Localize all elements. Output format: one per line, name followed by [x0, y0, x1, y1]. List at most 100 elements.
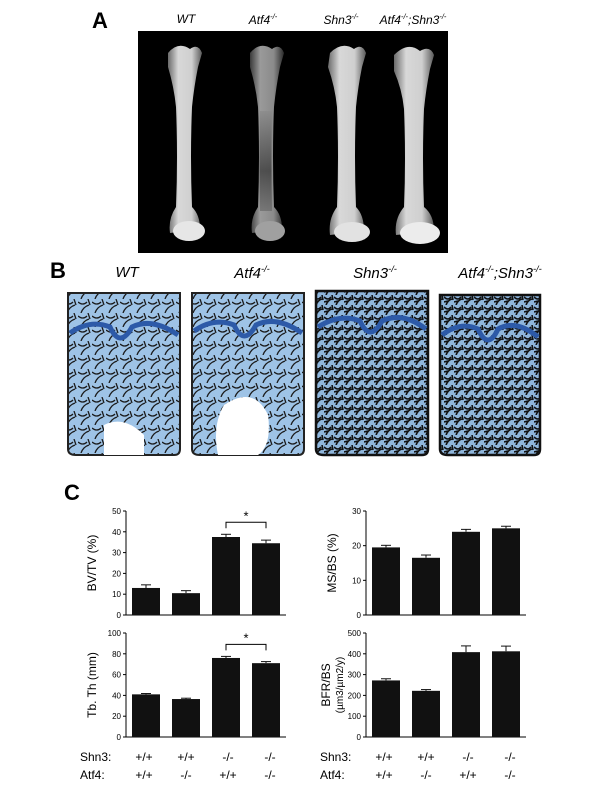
genotype-superscript: -/-: [484, 264, 494, 274]
atf4-value: +/+: [219, 768, 237, 782]
y-tick-label: 0: [357, 733, 362, 742]
bar: [212, 537, 240, 615]
y-tick-label: 30: [112, 549, 121, 558]
genotype-name: WT: [176, 12, 196, 26]
panel-label-c: C: [64, 480, 80, 505]
histology-graphic: [67, 289, 542, 457]
bar: [172, 699, 200, 737]
femur-atf4-ko: [250, 45, 285, 241]
femur-shn3-ko: [328, 45, 370, 242]
bar: [492, 528, 520, 615]
genotype-table-left: Shn3: +/+ +/+ -/- -/- Atf4: +/+ -/- +/+ …: [80, 750, 290, 790]
y-tick-label: 40: [112, 691, 121, 700]
y-tick-label: 200: [348, 691, 362, 700]
y-tick-label: 20: [352, 542, 361, 551]
genotype-superscript: -/-: [351, 12, 359, 21]
shn3-value: -/-: [504, 750, 516, 764]
y-tick-label: 20: [112, 712, 121, 721]
bar: [252, 543, 280, 615]
y-axis-label: BV/TV (%): [85, 535, 99, 592]
panel-label-b: B: [50, 258, 66, 283]
genotype-superscript: -/-: [532, 264, 542, 274]
genotype-name: Shn3: [353, 265, 389, 282]
atf4-value: -/-: [264, 768, 276, 782]
section-wt: [67, 292, 181, 456]
y-tick-label: 10: [352, 576, 361, 585]
atf4-value: -/-: [504, 768, 516, 782]
shn3-value: +/+: [417, 750, 435, 764]
significance-star: *: [243, 508, 248, 523]
y-tick-label: 0: [357, 611, 362, 620]
genotype-label: Atf4-/-: [203, 12, 323, 27]
section-atf4-ko: [191, 292, 305, 456]
genotype-name: Shn3: [323, 13, 352, 27]
femur-double-ko: [394, 46, 440, 244]
genotype-name: Atf4: [248, 13, 271, 27]
genotype-name: ;Shn3: [493, 265, 533, 282]
bar: [492, 651, 520, 737]
bar: [412, 557, 440, 615]
y-tick-label: 40: [112, 528, 121, 537]
section-shn3-ko: [314, 289, 430, 457]
chart-tb-th: 0 20 40 60 80 100 Tb. Th (mm) *: [85, 629, 286, 742]
y-tick-label: 30: [352, 507, 361, 516]
significance-bracket: [225, 643, 267, 651]
femur-wt: [168, 45, 205, 241]
shn3-value: +/+: [135, 750, 153, 764]
genotype-superscript: -/-: [260, 264, 270, 274]
atf4-value: -/-: [420, 768, 432, 782]
y-axis-label: MS/BS (%): [325, 533, 339, 592]
bar: [172, 593, 200, 615]
genotype-label: Shn3-/-: [315, 264, 435, 282]
y-tick-label: 80: [112, 650, 121, 659]
chart-bv-tv: 0 10 20 30 40 50 BV/TV (%) *: [85, 507, 286, 620]
bar: [452, 531, 480, 615]
xray-image: [138, 31, 448, 253]
bar: [412, 690, 440, 737]
femur-xray-graphic: [168, 45, 440, 244]
genotype-superscript: -/-: [270, 12, 278, 21]
y-tick-label: 60: [112, 671, 121, 680]
y-tick-label: 0: [117, 611, 122, 620]
y-tick-label: 400: [348, 650, 362, 659]
genotype-label: WT: [67, 264, 187, 281]
atf4-value: -/-: [180, 768, 192, 782]
bar: [452, 652, 480, 737]
bar: [252, 663, 280, 737]
y-tick-label: 50: [112, 507, 121, 516]
shn3-key: Shn3:: [320, 750, 352, 764]
bar: [132, 587, 160, 615]
genotype-name: ;Shn3: [408, 13, 440, 27]
genotype-table-right: Shn3: +/+ +/+ -/- -/- Atf4: +/+ -/- +/+ …: [320, 750, 530, 790]
section-double-ko: [438, 293, 542, 457]
chart-ms-bs: 0 10 20 30 MS/BS (%): [325, 507, 526, 620]
shn3-key: Shn3:: [80, 750, 112, 764]
y-tick-label: 300: [348, 671, 362, 680]
chart-bfr-bs: 0 100 200 300 400 500 BFR/BS (µm3/µm2/y): [320, 629, 526, 742]
genotype-label: Atf4-/-;Shn3-/-: [440, 264, 560, 282]
y-tick-label: 20: [112, 569, 121, 578]
genotype-name: Atf4: [379, 13, 401, 27]
genotype-name: Atf4: [234, 265, 261, 282]
atf4-value: +/+: [459, 768, 477, 782]
y-axis-label: BFR/BS: [320, 663, 333, 706]
bar: [212, 657, 240, 737]
atf4-value: +/+: [135, 768, 153, 782]
genotype-label: Shn3-/-: [281, 12, 401, 27]
y-tick-label: 0: [117, 733, 122, 742]
y-tick-label: 100: [348, 712, 362, 721]
y-tick-label: 10: [112, 590, 121, 599]
genotype-label: Atf4-/-: [192, 264, 312, 282]
panel-label-a: A: [92, 8, 108, 33]
genotype-superscript: -/-: [439, 12, 447, 21]
shn3-value: +/+: [375, 750, 393, 764]
bar: [132, 694, 160, 737]
genotype-label: WT: [126, 12, 246, 26]
shn3-value: +/+: [177, 750, 195, 764]
y-axis-label: Tb. Th (mm): [85, 652, 99, 718]
shn3-value: -/-: [462, 750, 474, 764]
bar: [372, 680, 400, 737]
genotype-superscript: -/-: [388, 264, 397, 274]
genotype-superscript: -/-: [400, 12, 408, 21]
y-axis-label-units: (µm3/µm2/y): [335, 657, 346, 714]
